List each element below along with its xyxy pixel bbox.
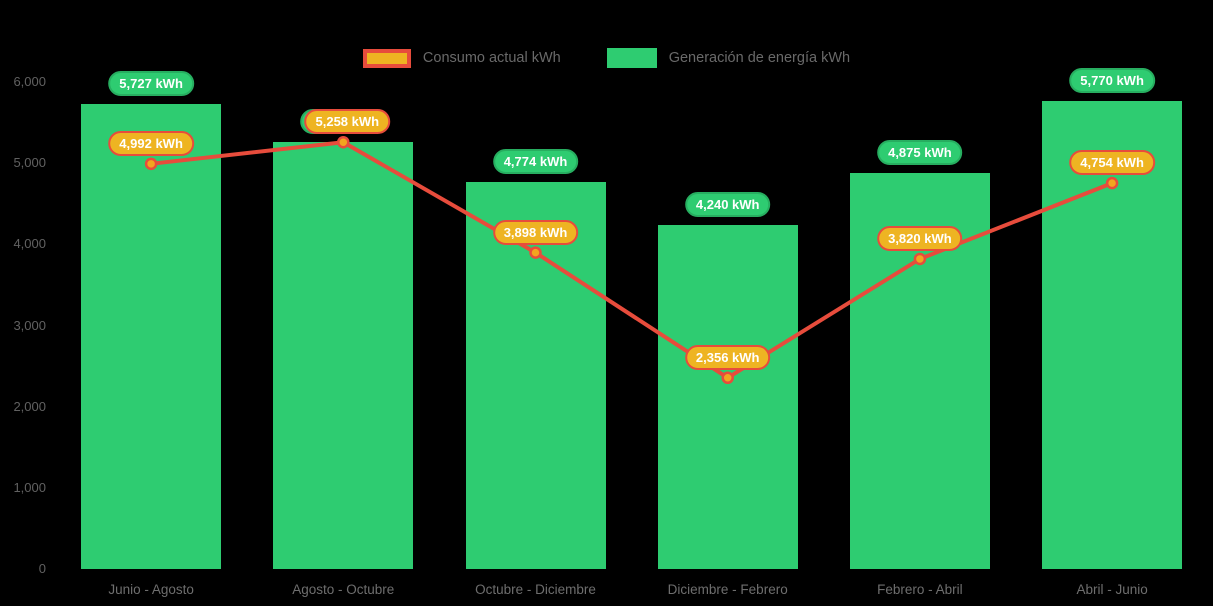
generacion-bar-swatch-icon bbox=[606, 48, 657, 68]
line-value-label: 4,992 kWh bbox=[108, 130, 194, 156]
y-axis-label: 1,000 bbox=[13, 479, 46, 495]
bar-value-label: 4,875 kWh bbox=[877, 140, 963, 166]
line-point-marker[interactable] bbox=[529, 246, 542, 259]
line-point-marker[interactable] bbox=[1105, 176, 1119, 190]
consumo-line bbox=[150, 140, 1113, 380]
line-point-marker[interactable] bbox=[337, 135, 350, 149]
x-axis-label: Febrero - Abril bbox=[877, 582, 963, 597]
x-axis-label: Abril - Junio bbox=[1076, 582, 1148, 597]
line-point-marker[interactable] bbox=[144, 157, 158, 171]
line-value-label: 2,356 kWh bbox=[684, 344, 771, 370]
y-axis-label: 4,000 bbox=[13, 236, 46, 252]
line-value-label: 3,820 kWh bbox=[877, 225, 963, 251]
y-axis-label: 6,000 bbox=[13, 74, 46, 89]
y-axis-label: 3,000 bbox=[13, 317, 46, 333]
line-value-label: 5,258 kWh bbox=[304, 109, 391, 135]
line-value-label: 3,898 kWh bbox=[492, 219, 579, 245]
bar-value-label: 5,770 kWh bbox=[1069, 67, 1155, 93]
bar-generacion[interactable] bbox=[465, 181, 606, 569]
bar-value-label: 4,240 kWh bbox=[684, 191, 771, 217]
legend-item-generacion[interactable]: Generación de energía kWh bbox=[606, 48, 851, 68]
legend-item-consumo[interactable]: Consumo actual kWh bbox=[362, 48, 561, 68]
x-axis-label: Octubre - Diciembre bbox=[475, 582, 596, 597]
x-axis-label: Junio - Agosto bbox=[108, 582, 194, 597]
y-axis-label: 0 bbox=[38, 561, 46, 576]
y-axis-label: 5,000 bbox=[13, 155, 46, 171]
legend: Consumo actual kWh Generación de energía… bbox=[0, 48, 1213, 68]
x-axis-label: Diciembre - Febrero bbox=[667, 582, 788, 597]
x-axis-label: Agosto - Octubre bbox=[292, 582, 395, 597]
line-point-marker[interactable] bbox=[913, 252, 927, 266]
bar-value-label: 5,727 kWh bbox=[108, 71, 194, 97]
legend-label-generacion: Generación de energía kWh bbox=[668, 50, 851, 66]
line-value-label: 4,754 kWh bbox=[1069, 150, 1155, 176]
legend-label-consumo: Consumo actual kWh bbox=[422, 50, 561, 66]
y-axis-label: 2,000 bbox=[13, 398, 46, 414]
consumo-line-swatch-icon bbox=[362, 48, 411, 68]
bar-generacion[interactable] bbox=[273, 142, 414, 569]
line-point-marker[interactable] bbox=[721, 371, 734, 385]
bar-generacion[interactable] bbox=[657, 224, 798, 569]
bar-value-label: 4,774 kWh bbox=[492, 148, 579, 174]
bar-generacion[interactable] bbox=[81, 104, 222, 569]
